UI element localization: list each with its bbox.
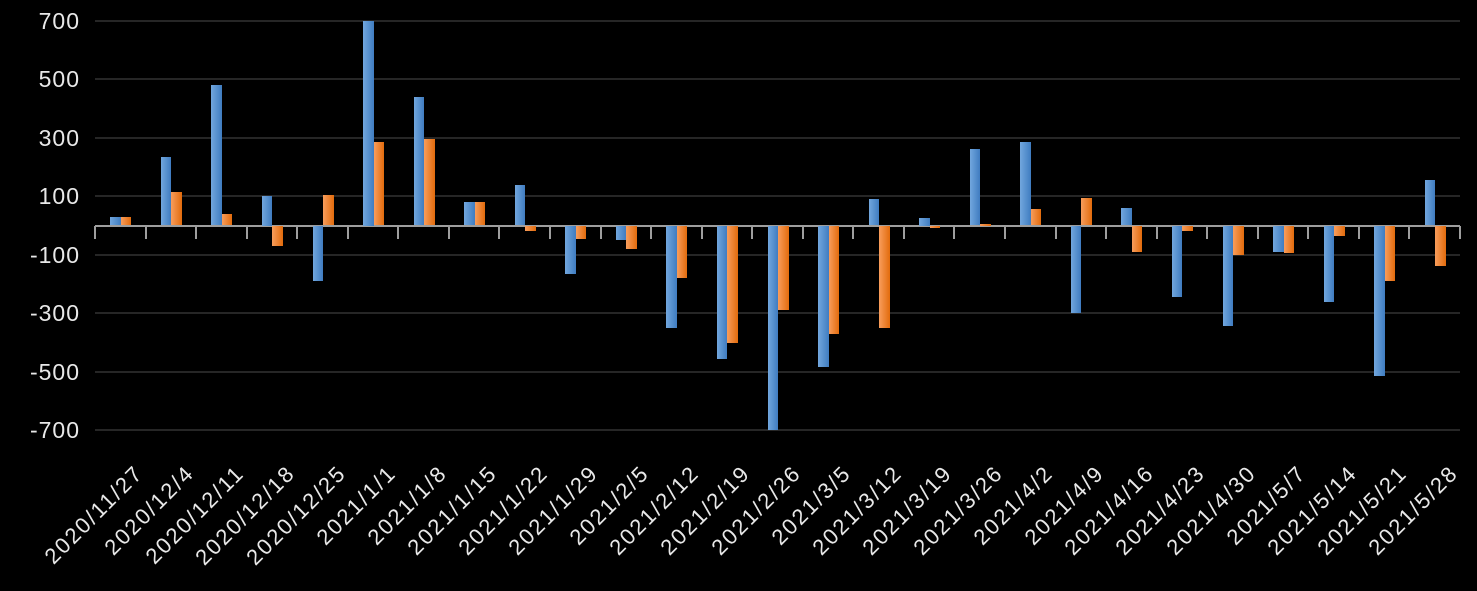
x-axis-tick <box>1206 225 1209 239</box>
bar-orange-2021-1-22 <box>525 225 536 232</box>
x-axis-tick <box>1256 225 1259 239</box>
y-axis-label: 500 <box>38 66 80 93</box>
bar-orange-2021-2-26 <box>778 225 789 311</box>
bar-orange-2021-2-19 <box>727 225 738 343</box>
bar-orange-2020-12-4 <box>171 191 182 226</box>
x-axis-tick <box>801 225 804 239</box>
bar-blue-2021-1-29 <box>565 225 576 274</box>
x-axis-tick <box>650 225 653 239</box>
x-axis-tick <box>1004 225 1006 239</box>
x-axis-tick <box>1408 225 1411 239</box>
bar-blue-2020-11-27 <box>110 216 121 226</box>
bar-blue-2021-4-9 <box>1070 225 1082 314</box>
gridline-700 <box>95 19 1460 22</box>
bar-blue-2021-4-16 <box>1121 207 1132 226</box>
bar-orange-2021-3-5 <box>828 225 840 334</box>
bar-blue-2021-3-26 <box>969 149 981 226</box>
bar-blue-2021-2-5 <box>615 225 627 241</box>
x-axis-tick <box>447 225 450 239</box>
x-axis-tick <box>902 225 905 239</box>
bar-blue-2021-3-12 <box>868 199 880 226</box>
x-axis-tick <box>144 225 147 239</box>
gridline-100 <box>95 195 1460 198</box>
bar-orange-2021-4-23 <box>1182 225 1193 232</box>
bar-blue-2021-5-28 <box>1424 180 1436 226</box>
bar-blue-2021-1-8 <box>413 96 425 226</box>
bar-orange-2021-1-15 <box>474 202 486 226</box>
bar-orange-2021-3-19 <box>929 225 941 229</box>
bar-orange-2021-4-2 <box>1030 209 1042 226</box>
bar-blue-2020-12-11 <box>211 85 222 226</box>
x-axis-tick <box>397 225 400 239</box>
x-axis-tick <box>296 225 299 239</box>
bar-blue-2021-5-21 <box>1374 225 1385 377</box>
x-axis-tick <box>346 225 349 239</box>
x-axis-tick <box>1357 225 1360 239</box>
bar-blue-2021-4-30 <box>1222 225 1233 327</box>
bar-orange-2021-5-7 <box>1283 225 1295 254</box>
bar-blue-2021-2-12 <box>666 225 677 328</box>
y-axis-label: 700 <box>38 7 80 34</box>
bar-blue-2021-4-23 <box>1171 225 1183 298</box>
bar-blue-2021-1-1 <box>363 20 374 226</box>
bar-orange-2021-1-1 <box>373 142 385 226</box>
gridline-300 <box>95 136 1460 139</box>
bar-blue-2021-3-5 <box>818 225 829 368</box>
bar-orange-2021-4-30 <box>1233 225 1244 255</box>
y-axis-label: 100 <box>38 183 80 210</box>
bar-blue-2021-3-19 <box>919 218 930 226</box>
x-axis-tick <box>549 225 551 239</box>
x-axis-tick <box>700 225 703 239</box>
bar-blue-2021-2-26 <box>767 225 778 431</box>
bar-blue-2021-1-15 <box>464 202 475 226</box>
bar-orange-2021-3-26 <box>980 224 991 226</box>
x-axis-tick <box>498 225 501 239</box>
bar-blue-2020-12-4 <box>160 156 172 226</box>
bar-blue-2021-5-14 <box>1323 225 1335 302</box>
gridline--700 <box>95 429 1460 432</box>
bar-orange-2021-4-9 <box>1081 197 1092 226</box>
x-axis-tick <box>94 225 96 239</box>
bar-orange-2021-3-12 <box>879 225 890 328</box>
bar-orange-2020-11-27 <box>120 216 132 226</box>
bar-orange-2020-12-18 <box>272 225 283 246</box>
bar-orange-2021-1-29 <box>575 225 587 239</box>
bar-blue-2021-2-19 <box>716 225 728 359</box>
y-axis-label: -700 <box>29 417 80 444</box>
y-axis-label: -500 <box>29 358 80 385</box>
x-axis-tick <box>1054 225 1057 239</box>
bar-orange-2020-12-25 <box>323 194 334 226</box>
bar-blue-2020-12-25 <box>312 225 323 282</box>
gridline-500 <box>95 78 1460 81</box>
x-axis-tick <box>245 225 248 239</box>
bar-blue-2021-1-22 <box>514 184 526 226</box>
bar-orange-2021-2-12 <box>676 225 688 279</box>
y-axis-label: 300 <box>38 124 80 151</box>
x-axis-tick <box>1307 225 1310 239</box>
y-axis-label: -100 <box>29 241 80 268</box>
x-axis-tick <box>1459 225 1461 239</box>
x-axis-tick <box>852 225 855 239</box>
bar-orange-2020-12-11 <box>221 213 233 226</box>
bar-blue-2021-4-2 <box>1020 142 1031 226</box>
x-axis-tick <box>1105 225 1108 239</box>
y-axis-label: -300 <box>29 300 80 327</box>
bar-orange-2021-5-28 <box>1435 225 1446 267</box>
bar-orange-2021-4-16 <box>1131 225 1143 252</box>
bar-orange-2021-5-21 <box>1384 225 1396 282</box>
x-axis-tick <box>195 225 198 239</box>
bar-orange-2021-5-14 <box>1334 225 1345 236</box>
bar-orange-2021-1-8 <box>424 139 435 226</box>
x-axis-tick <box>1155 225 1158 239</box>
x-axis-tick <box>751 225 754 239</box>
x-axis-tick <box>953 225 956 239</box>
bar-blue-2020-12-18 <box>261 196 273 226</box>
bar-blue-2021-5-7 <box>1273 225 1284 252</box>
bar-orange-2021-2-5 <box>626 225 637 249</box>
x-axis-tick <box>599 225 602 239</box>
